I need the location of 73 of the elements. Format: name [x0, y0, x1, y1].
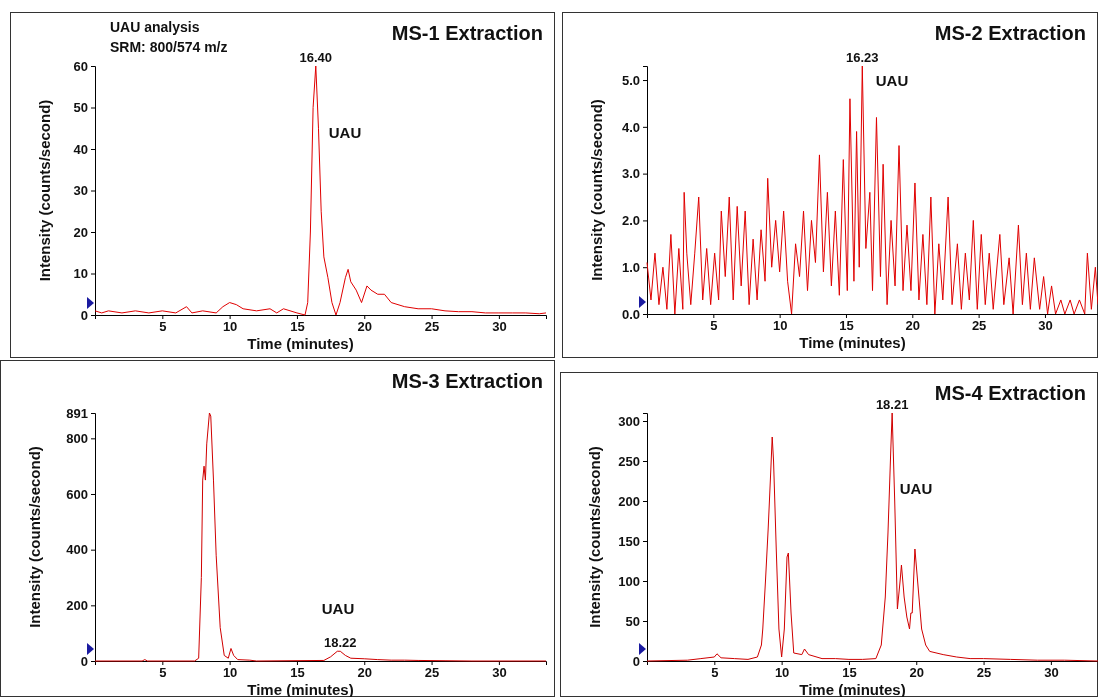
- x-tick-label: 15: [290, 665, 305, 681]
- annotation: 16.23: [846, 50, 879, 65]
- x-tick-label: 15: [839, 318, 854, 334]
- annotation: UAU: [321, 600, 355, 617]
- line-series: [646, 65, 1098, 315]
- x-tick-label: 20: [905, 318, 921, 334]
- text: UAU analysis: [110, 19, 200, 35]
- line-series: [646, 412, 1098, 662]
- y-tick-label: 250: [618, 453, 640, 469]
- y-tick-label: 200: [618, 493, 640, 509]
- x-tick-label: 5: [710, 318, 718, 334]
- x-tick-label: 20: [909, 665, 924, 681]
- annotation: UAU: [875, 72, 909, 89]
- y-tick-label: 400: [66, 542, 88, 558]
- y-tick-label: 150: [618, 533, 640, 549]
- x-tick-label: 15: [842, 665, 857, 681]
- y-tick-label: 100: [618, 573, 640, 589]
- x-tick-label: 5: [159, 665, 167, 681]
- y-tick-label: 30: [73, 183, 88, 199]
- y-tick-label: 5.0: [621, 72, 640, 88]
- x-axis-title: Time (minutes): [247, 335, 354, 352]
- x-tick-label: 25: [971, 318, 987, 334]
- y-tick-label: 3.0: [621, 166, 640, 182]
- annotation: UAU: [328, 124, 362, 141]
- chart-title: MS-2 Extraction: [934, 22, 1086, 44]
- y-axis-title: Intensity (counts/second): [588, 99, 605, 281]
- y-tick-label: 600: [66, 486, 88, 502]
- y-tick-label: 800: [66, 430, 88, 446]
- y-tick-label: 300: [618, 413, 640, 429]
- x-tick-label: 30: [492, 319, 507, 335]
- x-tick-label: 30: [1044, 665, 1059, 681]
- y-tick-label: 1.0: [621, 259, 640, 275]
- annotation: 18.21: [875, 397, 909, 412]
- x-tick-label: 10: [222, 319, 238, 335]
- y-tick-label: 10: [73, 266, 88, 282]
- y-axis-title: Intensity (counts/second): [26, 446, 43, 628]
- y-tick-label: 200: [66, 597, 88, 613]
- y-tick-label: 2.0: [621, 213, 640, 229]
- y-tick-label: 0: [80, 307, 88, 323]
- y-axis-title: Intensity (counts/second): [36, 99, 53, 282]
- y-tick-label: 0.0: [621, 306, 640, 322]
- annotation: 16.40: [299, 50, 333, 65]
- chart-title: MS-3 Extraction: [391, 370, 543, 392]
- x-tick-label: 10: [772, 318, 788, 334]
- x-tick-label: 5: [711, 665, 719, 681]
- x-tick-label: 25: [976, 665, 992, 681]
- y-axis-title: Intensity (counts/second): [586, 446, 603, 628]
- y-tick-label: 0: [80, 653, 88, 669]
- text: SRM: 800/574 m/z: [110, 39, 228, 55]
- line-series: [94, 412, 547, 662]
- y-tick-label: 40: [73, 141, 88, 157]
- chart-title: MS-1 Extraction: [391, 22, 543, 44]
- x-tick-label: 25: [424, 665, 440, 681]
- y-tick-label: 50: [625, 613, 640, 629]
- x-tick-label: 5: [159, 319, 167, 335]
- x-tick-label: 30: [1038, 318, 1053, 334]
- x-tick-label: 30: [492, 665, 507, 681]
- y-tick-label: 60: [73, 58, 88, 74]
- x-tick-label: 15: [290, 319, 305, 335]
- y-tick-label: 50: [73, 100, 88, 116]
- x-tick-label: 10: [774, 665, 790, 681]
- x-tick-label: 10: [222, 665, 238, 681]
- y-tick-label: 0: [632, 653, 640, 669]
- x-tick-label: 20: [357, 665, 372, 681]
- chart-title: MS-4 Extraction: [934, 382, 1086, 404]
- x-axis-title: Time (minutes): [799, 334, 906, 351]
- y-tick-label: 4.0: [621, 119, 640, 135]
- y-tick-label: 20: [73, 224, 88, 240]
- x-tick-label: 20: [357, 319, 372, 335]
- y-tick-label: 891: [66, 405, 88, 421]
- x-tick-label: 25: [424, 319, 440, 335]
- annotation: UAU: [899, 480, 933, 497]
- annotation: 18.22: [324, 635, 357, 651]
